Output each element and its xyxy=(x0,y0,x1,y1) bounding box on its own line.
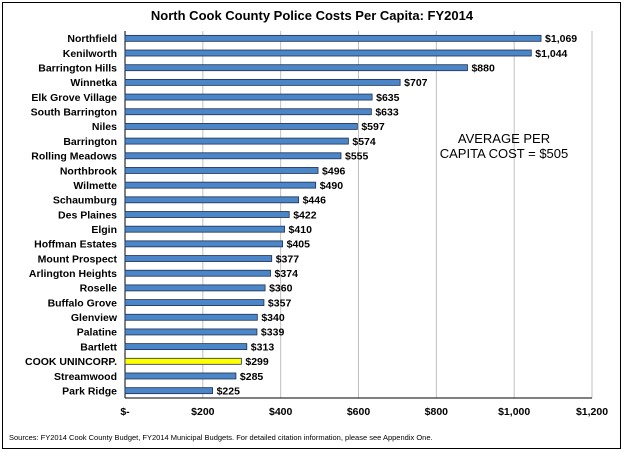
data-label: $299 xyxy=(245,356,269,368)
bar xyxy=(124,372,237,380)
category-label: Kenilworth xyxy=(63,48,117,60)
category-label: Schaumburg xyxy=(53,195,117,207)
category-label: Arlington Heights xyxy=(29,268,117,280)
data-label: $225 xyxy=(217,385,241,397)
category-label: Niles xyxy=(92,121,117,133)
bars xyxy=(124,34,542,395)
data-label: $339 xyxy=(261,327,285,339)
category-label: Buffalo Grove xyxy=(48,297,118,309)
category-label: Barrington Hills xyxy=(38,63,117,75)
data-label: $633 xyxy=(375,107,399,119)
category-label: Elgin xyxy=(91,224,117,236)
data-label: $340 xyxy=(261,312,285,324)
bar xyxy=(124,181,317,189)
bar xyxy=(124,211,290,218)
x-tick-label: $600 xyxy=(347,406,371,418)
bar xyxy=(124,284,266,292)
bar xyxy=(124,93,373,101)
category-label: Wilmette xyxy=(73,180,117,192)
data-label: $496 xyxy=(322,165,346,177)
data-label: $360 xyxy=(269,283,293,295)
bar xyxy=(124,328,258,336)
bar xyxy=(124,167,319,174)
x-tick-label: $200 xyxy=(191,406,215,418)
category-labels: Northfield Kenilworth Barrington Hills Winn… xyxy=(25,33,118,397)
bar xyxy=(124,78,401,86)
x-tick-label: $400 xyxy=(269,406,293,418)
bar xyxy=(124,137,349,145)
data-label: $635 xyxy=(376,92,400,104)
bar xyxy=(124,123,358,130)
data-label: $490 xyxy=(320,180,344,192)
data-label: $357 xyxy=(268,297,292,309)
category-label: Winnetka xyxy=(70,77,117,89)
bar xyxy=(124,343,248,351)
bar xyxy=(124,108,372,116)
bar xyxy=(124,225,285,233)
average-annotation-line-1: AVERAGE PER xyxy=(458,131,550,146)
category-label: Des Plaines xyxy=(58,209,117,221)
category-label: Bartlett xyxy=(80,341,117,353)
data-label: $410 xyxy=(289,224,313,236)
bar xyxy=(124,152,342,160)
bar xyxy=(124,49,532,57)
category-label: Park Ridge xyxy=(62,385,117,397)
data-label: $313 xyxy=(251,341,275,353)
data-label: $446 xyxy=(303,195,327,207)
data-label: $405 xyxy=(287,239,311,251)
category-label: Barrington xyxy=(63,136,117,148)
category-label: Palatine xyxy=(77,327,117,339)
chart-title: North Cook County Police Costs Per Capit… xyxy=(150,8,474,23)
data-label: $597 xyxy=(361,121,385,133)
category-label: Mount Prospect xyxy=(38,253,118,265)
category-label: Northfield xyxy=(67,33,117,45)
category-label: Roselle xyxy=(80,283,118,295)
data-label: $1,044 xyxy=(535,48,567,60)
data-label: $422 xyxy=(293,209,317,221)
source-note: Sources: FY2014 Cook County Budget, FY20… xyxy=(9,433,433,442)
data-label: $555 xyxy=(345,151,369,163)
category-label: Hoffman Estates xyxy=(34,239,117,251)
category-label: Glenview xyxy=(71,312,118,324)
x-axis-ticks: $- $200 $400 $600 $800 $1,000 $1,200 xyxy=(120,406,608,418)
bar xyxy=(124,240,284,248)
average-annotation-line-2: CAPITA COST = $505 xyxy=(440,146,569,161)
bar xyxy=(124,34,542,42)
bar xyxy=(124,357,242,365)
category-label: South Barrington xyxy=(31,107,117,119)
bar xyxy=(124,387,213,395)
data-label: $574 xyxy=(352,136,376,148)
category-label: COOK UNINCORP. xyxy=(25,356,117,368)
bar xyxy=(124,313,258,321)
bar xyxy=(124,299,265,306)
data-label: $285 xyxy=(240,371,264,383)
x-tick-label: $- xyxy=(120,406,130,418)
data-label: $374 xyxy=(275,268,299,280)
data-label: $377 xyxy=(276,253,300,265)
value-labels: $1,069 $1,044 $880 $707 $635 $633 $597 $574 $555… xyxy=(217,33,578,397)
category-label: Rolling Meadows xyxy=(31,151,117,163)
category-label: Streamwood xyxy=(54,371,117,383)
bar xyxy=(124,255,273,262)
data-label: $707 xyxy=(404,77,428,89)
x-tick-label: $800 xyxy=(425,406,449,418)
bar xyxy=(124,196,299,204)
category-label: Elk Grove Village xyxy=(31,92,117,104)
data-label: $880 xyxy=(471,63,495,75)
data-label: $1,069 xyxy=(545,33,577,45)
bar xyxy=(124,64,468,72)
category-label: Northbrook xyxy=(60,165,117,177)
x-tick-label: $1,200 xyxy=(576,406,608,418)
bar xyxy=(124,269,271,277)
x-tick-label: $1,000 xyxy=(498,406,530,418)
